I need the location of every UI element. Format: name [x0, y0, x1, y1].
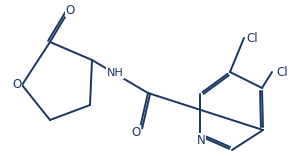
Text: O: O	[65, 3, 75, 17]
Text: O: O	[12, 78, 22, 92]
Text: Cl: Cl	[276, 66, 288, 78]
Text: Cl: Cl	[246, 32, 258, 44]
Text: O: O	[131, 125, 141, 139]
Text: NH: NH	[106, 68, 123, 78]
Text: N: N	[196, 134, 206, 146]
